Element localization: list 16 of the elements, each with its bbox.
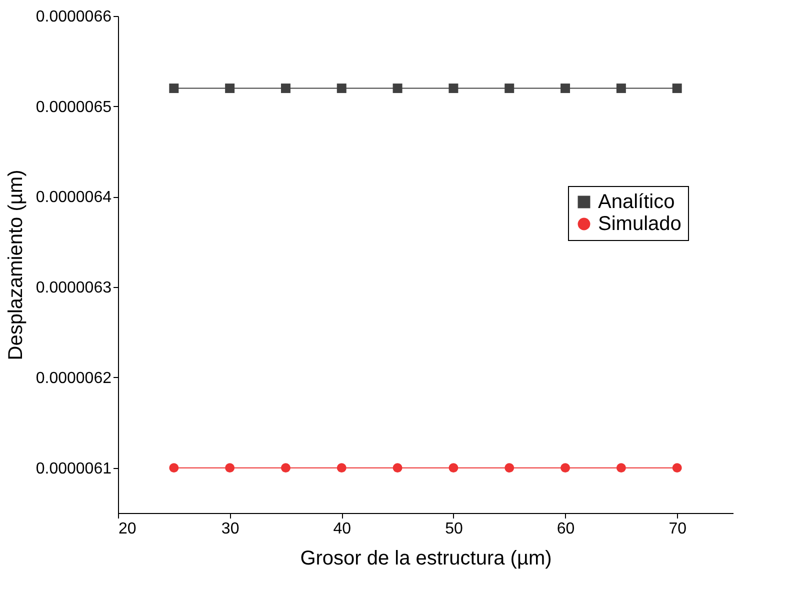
y-tick-label: 0.0000061: [36, 460, 112, 478]
legend-label: Analítico: [598, 191, 675, 213]
x-tick-label: 20: [118, 520, 136, 538]
x-tick-label: 70: [668, 520, 687, 538]
x-tick-label: 60: [556, 520, 575, 538]
y-tick-label: 0.0000066: [36, 8, 112, 26]
x-axis-title: Grosor de la estructura (µm): [300, 548, 552, 570]
y-tick-label: 0.0000062: [36, 370, 112, 387]
y-tick-label: 0.0000063: [36, 280, 112, 297]
y-tick-label: 0.0000064: [36, 189, 112, 206]
x-tick-label: 30: [221, 520, 240, 538]
x-tick-label: 40: [333, 520, 352, 538]
y-axis-title: Desplazamiento (µm): [4, 170, 27, 360]
legend-label: Simulado: [598, 213, 682, 235]
x-tick-label: 50: [445, 520, 463, 538]
y-tick-label: 0.0000065: [36, 98, 112, 116]
